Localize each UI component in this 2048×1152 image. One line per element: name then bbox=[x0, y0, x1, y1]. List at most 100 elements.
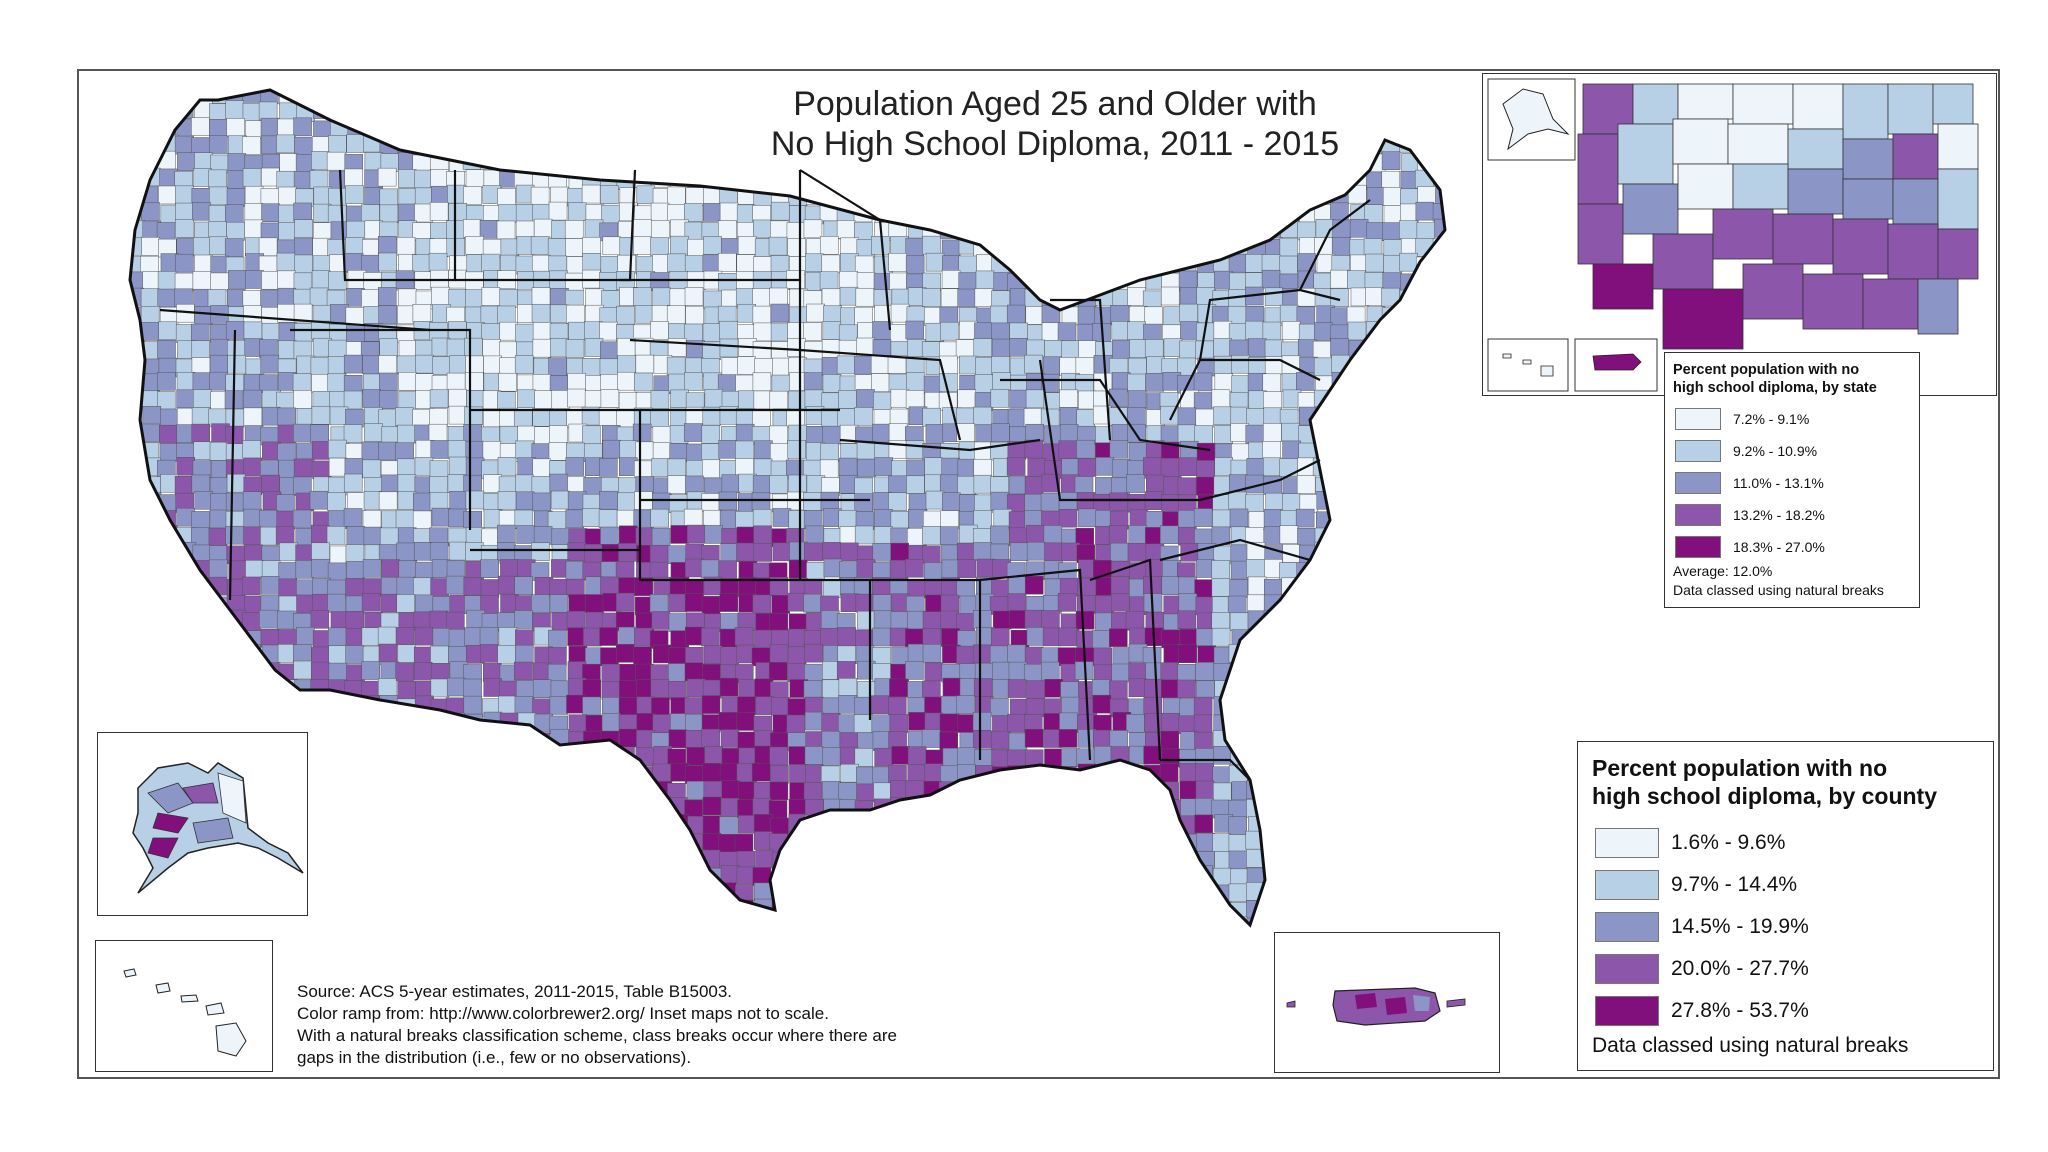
county-cell bbox=[415, 747, 434, 767]
county-cell bbox=[1043, 356, 1062, 376]
county-cell bbox=[922, 644, 942, 663]
county-cell bbox=[720, 543, 739, 562]
county-cell bbox=[429, 491, 449, 511]
county-cell bbox=[1177, 100, 1196, 119]
county-cell bbox=[1400, 391, 1419, 411]
county-cell bbox=[687, 238, 706, 258]
county-cell bbox=[566, 866, 585, 886]
county-cell bbox=[295, 527, 315, 547]
county-cell bbox=[1109, 798, 1128, 817]
county-cell bbox=[1316, 613, 1335, 632]
county-cell bbox=[293, 644, 312, 663]
county-cell bbox=[991, 579, 1010, 598]
county-cell bbox=[327, 373, 346, 393]
county-cell bbox=[1278, 136, 1298, 155]
county-cell bbox=[1127, 407, 1146, 426]
county-cell bbox=[803, 151, 823, 171]
county-cell bbox=[958, 255, 977, 275]
county-cell bbox=[992, 679, 1011, 698]
county-cell bbox=[396, 576, 416, 596]
county-cell bbox=[889, 120, 908, 140]
county-cell bbox=[992, 661, 1011, 681]
county-cell bbox=[990, 491, 1010, 511]
county-cell bbox=[856, 882, 876, 902]
county-cell bbox=[1040, 900, 1060, 920]
county-cell bbox=[176, 562, 195, 581]
county-cell bbox=[1380, 559, 1400, 578]
county-cell bbox=[1211, 184, 1231, 204]
county-cell bbox=[669, 849, 688, 868]
county-cell bbox=[1315, 100, 1335, 119]
county-cell bbox=[1350, 90, 1369, 103]
county-cell bbox=[380, 118, 400, 138]
county-cell bbox=[311, 374, 330, 393]
county-cell bbox=[752, 167, 771, 187]
county-cell bbox=[310, 816, 330, 835]
county-cell bbox=[853, 834, 873, 853]
state-cell bbox=[1787, 128, 1844, 170]
county-cell bbox=[1367, 595, 1387, 615]
county-cell bbox=[431, 286, 450, 306]
county-cell bbox=[873, 119, 892, 138]
county-cell bbox=[939, 901, 959, 920]
county-cell bbox=[1416, 712, 1435, 731]
county-cell bbox=[1414, 613, 1434, 633]
county-cell bbox=[1381, 764, 1401, 783]
county-cell bbox=[177, 152, 196, 171]
county-cell bbox=[974, 848, 994, 867]
county-cell bbox=[617, 151, 636, 170]
county-cell bbox=[448, 456, 468, 476]
county-cell bbox=[312, 918, 332, 925]
county-cell bbox=[463, 764, 483, 783]
county-cell bbox=[1144, 306, 1163, 326]
county-cell bbox=[130, 715, 145, 734]
county-cell bbox=[959, 851, 978, 870]
county-cell bbox=[1366, 528, 1385, 547]
county-cell bbox=[378, 867, 398, 886]
county-cell bbox=[1160, 152, 1180, 172]
county-cell bbox=[717, 100, 737, 119]
county-cell bbox=[1231, 660, 1251, 680]
county-cell bbox=[412, 304, 432, 323]
county-cell bbox=[720, 865, 740, 884]
county-cell bbox=[548, 816, 567, 835]
county-cell bbox=[1075, 882, 1094, 901]
county-cell bbox=[1094, 765, 1113, 784]
county-cell bbox=[1077, 305, 1097, 325]
county-cell bbox=[619, 440, 639, 459]
county-cell bbox=[870, 851, 890, 870]
county-cell bbox=[482, 339, 501, 358]
county-cell bbox=[871, 373, 890, 392]
county-cell bbox=[1196, 476, 1215, 496]
county-cell bbox=[1365, 340, 1385, 360]
county-cell bbox=[1350, 781, 1370, 801]
county-cell bbox=[1314, 237, 1333, 256]
county-cell bbox=[1432, 712, 1445, 732]
county-cell bbox=[939, 713, 959, 733]
county-cell bbox=[516, 918, 535, 925]
county-cell bbox=[1381, 612, 1401, 632]
county-cell bbox=[601, 764, 620, 783]
county-cell bbox=[143, 525, 162, 544]
county-cell bbox=[279, 153, 298, 172]
county-cell bbox=[1178, 152, 1198, 172]
county-cell bbox=[293, 272, 313, 292]
county-cell bbox=[1007, 593, 1027, 612]
county-cell bbox=[1417, 815, 1436, 835]
county-cell bbox=[1416, 373, 1435, 392]
county-cell bbox=[1398, 797, 1417, 817]
county-cell bbox=[381, 101, 400, 121]
county-cell bbox=[685, 119, 704, 138]
county-cell bbox=[752, 288, 771, 307]
county-cell bbox=[904, 205, 924, 224]
county-cell bbox=[379, 338, 398, 357]
county-cell bbox=[701, 493, 721, 512]
county-cell bbox=[599, 490, 618, 510]
county-cell bbox=[396, 236, 416, 256]
county-cell bbox=[258, 101, 278, 121]
county-cell bbox=[548, 882, 567, 902]
county-cell bbox=[497, 867, 517, 886]
county-cell bbox=[600, 576, 619, 596]
county-cell bbox=[1244, 221, 1264, 240]
county-cell bbox=[822, 814, 842, 833]
